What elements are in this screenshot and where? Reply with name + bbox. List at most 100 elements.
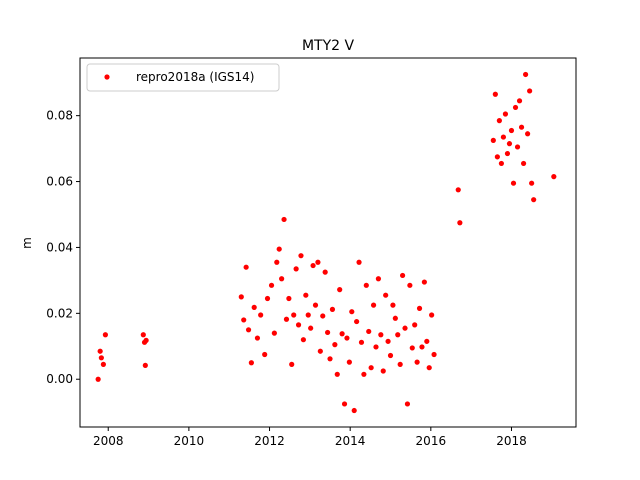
data-point [98,355,104,361]
data-point [387,352,394,359]
data-point [402,325,408,331]
data-point [305,312,311,318]
data-point [363,282,369,288]
data-point [274,259,280,265]
data-point [254,335,261,341]
chart-title: MTY2 V [302,38,355,54]
data-point [264,295,271,302]
data-point [303,292,309,298]
data-point [390,302,396,308]
data-point [349,309,355,315]
data-point [514,144,521,150]
data-point [397,361,403,367]
data-point [329,306,336,312]
data-point [262,351,268,358]
data-point [100,361,106,367]
data-point [419,344,425,350]
data-point [268,282,275,288]
data-point [424,338,430,344]
data-point [500,134,507,140]
data-point [258,312,264,318]
data-point [293,266,299,272]
data-point [95,376,101,382]
data-point [358,339,365,345]
y-tick-label: 0.00 [46,372,73,386]
y-tick-label: 0.02 [46,306,73,320]
x-tick-label: 2012 [254,434,285,448]
data-point [283,316,290,322]
data-point [354,318,360,325]
data-point [496,118,502,124]
data-point [370,302,377,308]
data-point [238,294,244,300]
data-point [97,348,103,354]
data-point [455,187,461,193]
legend-marker [104,74,110,80]
data-point [320,313,326,319]
x-tick-label: 2018 [496,434,527,448]
legend-box [86,63,280,92]
data-point [281,216,287,223]
data-point [518,124,525,130]
data-point [317,348,323,354]
x-tick-label: 2008 [93,434,124,448]
data-point [332,342,338,348]
data-point [346,359,352,365]
data-point [344,335,350,341]
y-tick-label: 0.06 [46,175,73,189]
data-point [520,160,527,167]
legend-label: repro2018a (IGS14) [136,70,254,84]
data-point [361,371,367,377]
data-point [409,345,415,351]
data-point [271,330,277,336]
y-tick-label: 0.04 [46,240,73,254]
data-point [504,150,511,157]
data-point [490,137,496,143]
data-point [334,371,340,377]
data-point [337,287,343,293]
data-point [502,111,509,117]
data-point [416,305,423,311]
y-axis-ticks: 0.00 0.02 0.04 0.06 0.08 [46,109,80,386]
data-point [385,338,391,344]
data-point [248,360,254,366]
data-point [300,337,306,343]
x-tick-label: 2016 [416,434,447,448]
data-point [400,272,406,279]
data-point [510,180,517,186]
data-point [142,362,148,368]
data-point [527,88,533,94]
data-point [356,259,362,265]
data-point [322,269,328,275]
y-tick-label: 0.08 [46,109,73,123]
data-point [404,401,411,407]
data-point [506,141,513,147]
plot-area-frame [79,57,577,428]
data-point [426,365,432,371]
data-point [414,359,420,365]
data-point [512,104,519,111]
data-point [373,344,379,350]
y-axis-label: m [20,237,34,249]
data-point [241,317,247,323]
data-point [508,127,515,134]
data-point [366,328,372,335]
data-point [140,332,146,338]
data-point [279,276,285,282]
data-point [325,329,331,336]
legend: repro2018a (IGS14) [86,63,280,92]
data-point [525,131,531,137]
x-tick-label: 2014 [335,434,366,448]
data-point [310,262,316,269]
data-point [251,304,257,310]
data-point [339,331,345,337]
data-point [143,337,149,343]
data-point [341,401,348,407]
x-axis-ticks: 2008 2010 2012 2014 2016 2018 [93,427,527,448]
data-points [95,71,557,414]
data-point [494,154,500,160]
data-point [243,264,249,270]
data-point [102,332,108,338]
data-point [412,322,418,328]
